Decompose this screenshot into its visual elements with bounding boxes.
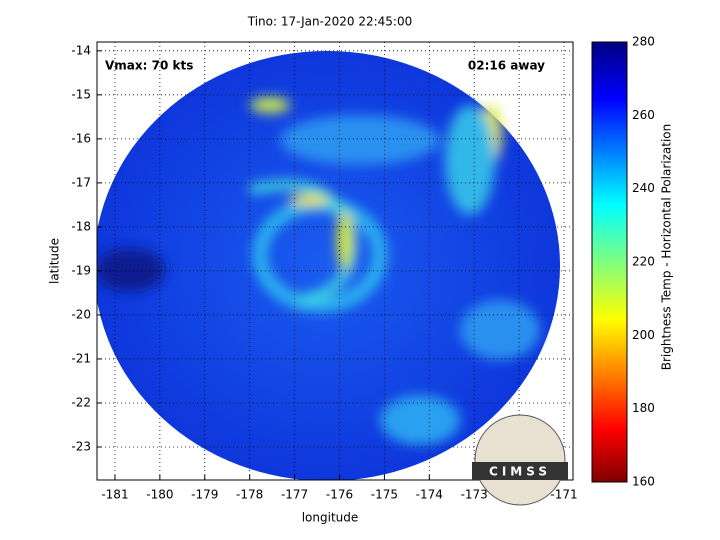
- colorbar-tick-label: 240: [632, 181, 655, 195]
- x-tick-label: -173: [461, 488, 488, 502]
- y-tick-label: -14: [71, 43, 91, 57]
- colorbar-tick-label: 180: [632, 401, 655, 415]
- y-axis-label: latitude: [48, 238, 62, 284]
- satellite-image: [97, 51, 560, 480]
- annotation: Vmax: 70 kts: [105, 59, 193, 73]
- colorbar-tick-label: 160: [632, 475, 655, 489]
- x-tick-label: -177: [281, 488, 308, 502]
- x-tick-label: -180: [146, 488, 173, 502]
- y-tick-label: -23: [71, 439, 91, 453]
- y-tick-label: -19: [71, 263, 91, 277]
- colorbar-tick-label: 280: [632, 35, 655, 49]
- colorbar: [591, 41, 628, 483]
- plot-frame: [96, 41, 574, 481]
- x-axis-label: longitude: [302, 511, 359, 525]
- x-tick-label: -181: [101, 488, 128, 502]
- x-tick-label: -176: [326, 488, 353, 502]
- y-tick-label: -22: [71, 395, 91, 409]
- x-tick-label: -171: [550, 488, 577, 502]
- y-tick-label: -18: [71, 219, 91, 233]
- colorbar-tick-label: 260: [632, 108, 655, 122]
- logo: CIMSS: [472, 414, 568, 506]
- x-tick-label: -179: [191, 488, 218, 502]
- x-tick-label: -174: [416, 488, 443, 502]
- y-tick-label: -17: [71, 175, 91, 189]
- colorbar-label: Brightness Temp - Horizontal Polarizatio…: [660, 124, 674, 371]
- logo-text: CIMSS: [489, 465, 551, 479]
- annotation: 02:16 away: [468, 59, 545, 73]
- y-tick-label: -16: [71, 131, 91, 145]
- y-tick-label: -21: [71, 351, 91, 365]
- x-tick-label: -175: [371, 488, 398, 502]
- colorbar-tick-label: 200: [632, 328, 655, 342]
- x-tick-label: -178: [236, 488, 263, 502]
- y-tick-label: -20: [71, 307, 91, 321]
- colorbar-tick-label: 220: [632, 255, 655, 269]
- y-tick-label: -15: [71, 87, 91, 101]
- title: Tino: 17-Jan-2020 22:45:00: [247, 15, 412, 29]
